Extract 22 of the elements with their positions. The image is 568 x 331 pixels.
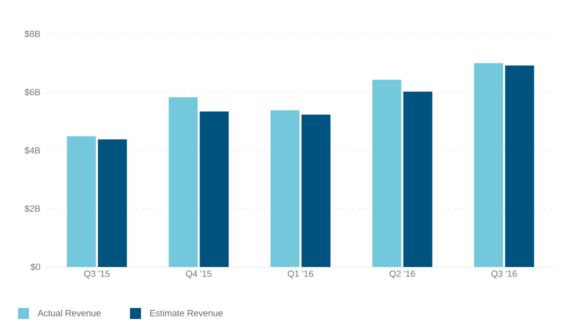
- y-tick-label: $0: [30, 263, 40, 271]
- x-tick-label: Q3 '16: [491, 270, 517, 278]
- x-tick-label: Q2 '16: [390, 270, 416, 278]
- bar: [403, 92, 432, 267]
- y-tick-label: $4B: [24, 146, 40, 154]
- y-tick-label: $6B: [24, 88, 40, 96]
- bar: [168, 97, 198, 267]
- bar: [200, 111, 229, 267]
- x-tick-label: Q3 '15: [84, 270, 110, 278]
- legend-label: Estimate Revenue: [150, 310, 223, 316]
- x-tick-label: Q1 '16: [288, 270, 314, 278]
- bar: [505, 65, 534, 267]
- bar: [98, 139, 127, 267]
- y-tick-label: $8B: [24, 30, 40, 38]
- y-tick-label: $2B: [24, 205, 40, 212]
- bar: [372, 80, 402, 267]
- x-tick-label: Q4 '15: [186, 270, 212, 278]
- bar: [474, 63, 504, 267]
- bar: [302, 114, 330, 267]
- legend-label: Actual Revenue: [38, 310, 101, 316]
- bar: [270, 110, 300, 267]
- bar: [66, 136, 96, 267]
